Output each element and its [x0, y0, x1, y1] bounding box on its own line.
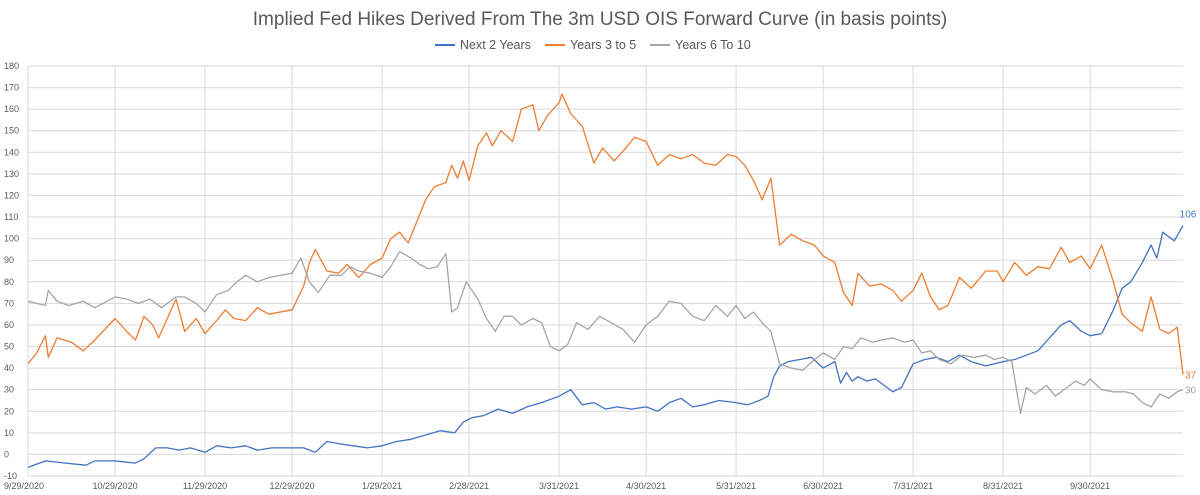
- y-tick-label: 30: [4, 385, 14, 395]
- legend-item: Years 6 To 10: [650, 38, 751, 52]
- series-end-labels: 106 37 30: [1180, 210, 1197, 397]
- y-tick-label: 130: [4, 169, 19, 179]
- series-end-label: 106: [1180, 210, 1197, 221]
- legend: Next 2 Years Years 3 to 5 Years 6 To 10: [435, 38, 751, 52]
- series-line-2: [27, 93, 1184, 375]
- chart-title: Implied Fed Hikes Derived From The 3m US…: [253, 9, 947, 30]
- y-tick-label: 70: [4, 298, 14, 308]
- y-tick-label: 0: [4, 449, 9, 459]
- x-tick-label: 11/29/2020: [183, 481, 227, 491]
- y-tick-label: 90: [4, 255, 14, 265]
- x-tick-label: 1/29/2021: [362, 481, 402, 491]
- series-end-label: 30: [1185, 386, 1197, 397]
- y-tick-label: 150: [4, 126, 19, 136]
- y-tick-label: 140: [4, 147, 19, 157]
- y-tick-label: 40: [4, 363, 14, 373]
- y-gridlines: [28, 65, 1183, 477]
- x-tick-label: 3/31/2021: [539, 481, 579, 491]
- x-axis-ticks: 9/29/2020 10/29/2020 11/29/2020 12/29/2020 1…: [4, 481, 1110, 491]
- y-tick-label: 80: [4, 277, 14, 287]
- legend-label: Years 3 to 5: [570, 38, 636, 52]
- y-tick-label: 160: [4, 104, 19, 114]
- y-tick-label: 110: [4, 212, 18, 222]
- x-tick-label: 6/30/2021: [803, 481, 843, 491]
- x-tick-label: 8/31/2021: [983, 481, 1023, 491]
- x-tick-label: 9/30/2021: [1070, 481, 1110, 491]
- series-lines: [27, 93, 1184, 469]
- legend-item: Next 2 Years: [435, 38, 531, 52]
- series-line-1: [27, 225, 1184, 469]
- y-tick-label: -10: [4, 471, 17, 481]
- series-end-label: 37: [1185, 371, 1197, 382]
- x-tick-label: 7/31/2021: [893, 481, 933, 491]
- x-tick-label: 5/31/2021: [716, 481, 756, 491]
- x-tick-label: 2/28/2021: [449, 481, 489, 491]
- y-tick-label: 170: [4, 83, 19, 93]
- y-tick-label: 100: [4, 234, 19, 244]
- legend-label: Years 6 To 10: [675, 38, 751, 52]
- y-tick-label: 50: [4, 342, 14, 352]
- y-tick-label: 20: [4, 406, 14, 416]
- legend-item: Years 3 to 5: [545, 38, 636, 52]
- y-tick-label: 10: [4, 428, 14, 438]
- y-tick-label: 180: [4, 61, 19, 71]
- y-tick-label: 120: [4, 190, 19, 200]
- x-tick-label: 10/29/2020: [93, 481, 138, 491]
- series-line-3: [27, 250, 1184, 415]
- y-tick-label: 60: [4, 320, 14, 330]
- y-axis-ticks: -10 0 10 20 30 40 50 60 70 80 90 100 110 120 130 140 150…: [4, 61, 19, 481]
- x-gridlines: [27, 66, 1091, 476]
- legend-label: Next 2 Years: [460, 38, 531, 52]
- x-tick-label: 9/29/2020: [4, 481, 44, 491]
- x-tick-label: 12/29/2020: [270, 481, 315, 491]
- x-tick-label: 4/30/2021: [626, 481, 666, 491]
